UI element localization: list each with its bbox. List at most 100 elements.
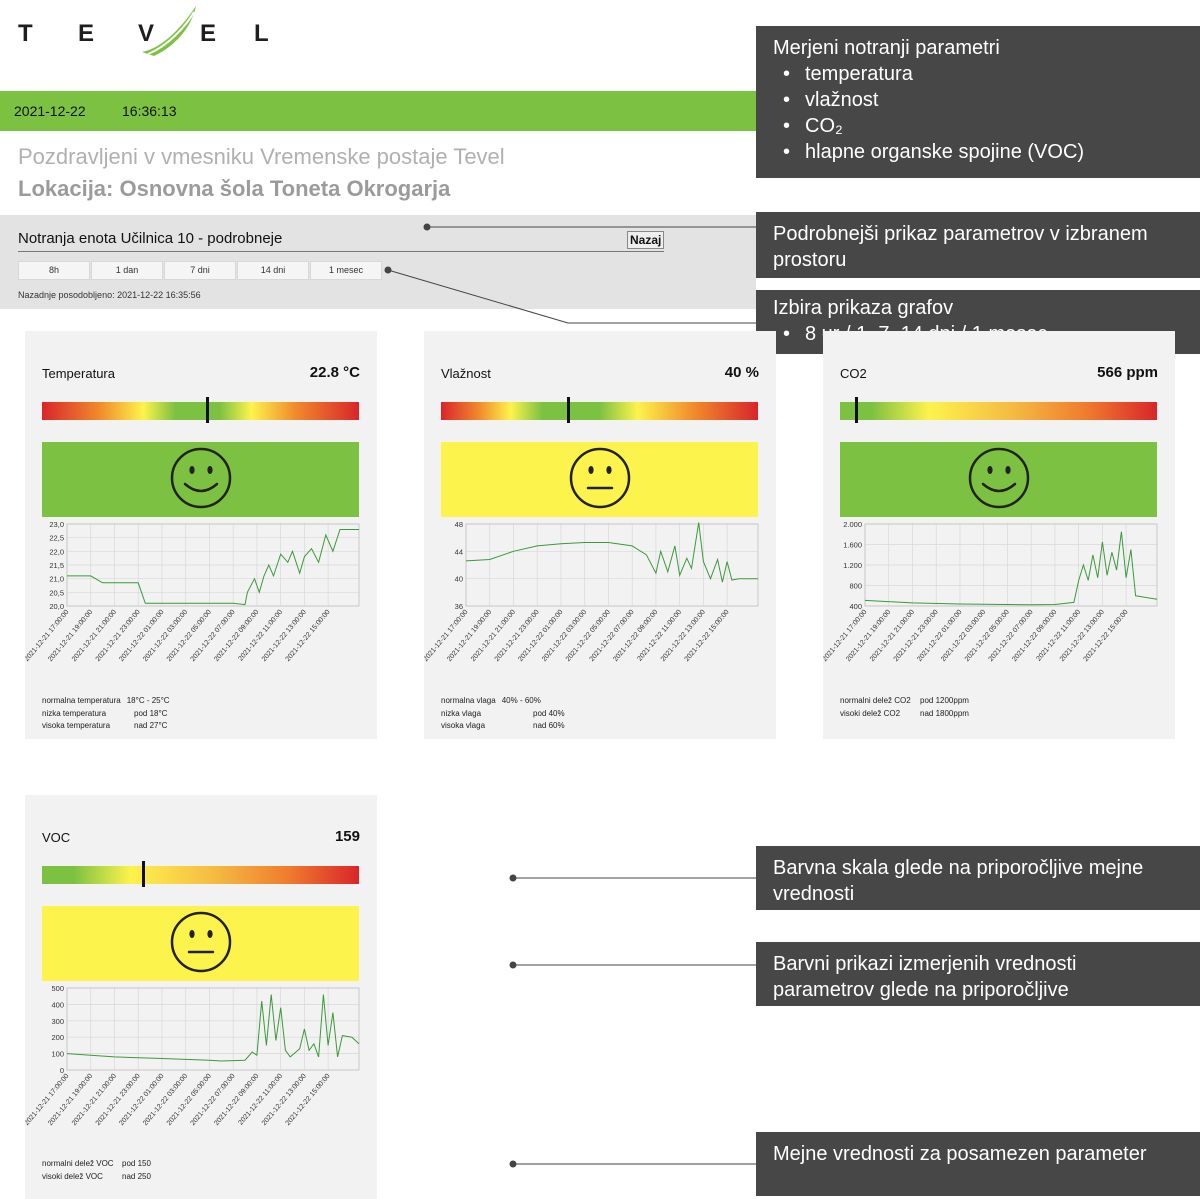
x-tick-label: 2021-12-22 03:00:00: [541, 609, 588, 663]
callout-color-scale: Barvna skala glede na priporočljive mejn…: [756, 846, 1200, 910]
color-scale: [42, 866, 359, 884]
callout-color-status: Barvni prikazi izmerjenih vrednosti para…: [756, 942, 1200, 1006]
x-tick-label: 2021-12-21 23:00:00: [893, 609, 940, 663]
limit-label: normalna temperatura: [42, 696, 121, 705]
x-tick-label: 2021-12-21 17:00:00: [25, 609, 71, 663]
range-button-14-days[interactable]: 14 dni: [237, 261, 309, 280]
y-tick-label: 300: [51, 1017, 64, 1026]
back-button[interactable]: Nazaj: [627, 231, 665, 249]
x-tick-label: 2021-12-21 23:00:00: [95, 609, 142, 663]
range-button-8h[interactable]: 8h: [18, 261, 90, 280]
x-tick-label: 2021-12-22 01:00:00: [118, 609, 165, 663]
card-value: 22.8 °C: [309, 364, 360, 381]
card-temperature: Temperatura 22.8 °C 23,0 22,5 22,0 21,5 21,0…: [25, 331, 377, 739]
x-tick-label: 2021-12-22 05:00:00: [964, 609, 1011, 663]
location-text: Lokacija: Osnovna šola Toneta Okrogarja: [18, 176, 451, 201]
limit-row: visoki delež CO2 nad 1800ppm: [840, 709, 969, 718]
smiley-icon: [968, 447, 1030, 509]
limit-value: pod 18°C: [134, 708, 168, 718]
limit-label: visoki delež CO2: [840, 708, 901, 718]
y-tick-label: 400: [51, 1000, 64, 1009]
x-tick-label: 2021-12-22 15:00:00: [285, 609, 332, 663]
x-tick-label: 2021-12-22 15:00:00: [684, 609, 731, 663]
y-tick-label: 36: [455, 602, 463, 611]
x-tick-label: 2021-12-22 11:00:00: [1035, 609, 1082, 663]
x-tick-label: 2021-12-22 11:00:00: [636, 609, 683, 663]
y-tick-label: 48: [455, 520, 463, 529]
limit-value: 40% - 60%: [501, 696, 541, 705]
x-tick-label: 2021-12-22 07:00:00: [190, 609, 237, 663]
x-tick-label: 2021-12-21 17:00:00: [25, 1073, 71, 1127]
card-label: Temperatura: [42, 366, 115, 381]
x-tick-label: 2021-12-22 11:00:00: [237, 609, 284, 663]
x-tick-label: 2021-12-21 19:00:00: [47, 609, 94, 663]
logo-letter: E: [200, 20, 217, 47]
series-line: [66, 994, 360, 1062]
series-line: [864, 531, 1158, 606]
current-date: 2021-12-22: [14, 103, 86, 119]
color-scale: [441, 402, 758, 420]
limit-row: nizka vlaga pod 40%: [441, 709, 565, 718]
y-tick-label: 1.600: [843, 541, 862, 550]
range-button-7-days[interactable]: 7 dni: [164, 261, 236, 280]
x-tick-label: 2021-12-22 01:00:00: [916, 609, 963, 663]
limit-row: normalni delež CO2 pod 1200ppm: [840, 696, 969, 705]
status-box: [840, 442, 1157, 517]
x-tick-label: 2021-12-21 19:00:00: [446, 609, 493, 663]
x-tick-label: 2021-12-22 13:00:00: [261, 609, 308, 663]
callout-limits: Mejne vrednosti za posamezen parameter: [756, 1132, 1200, 1196]
x-tick-label: 2021-12-22 07:00:00: [589, 609, 636, 663]
x-tick-label: 2021-12-21 21:00:00: [470, 609, 517, 663]
limit-value: nad 60%: [533, 721, 565, 730]
range-button-1-day[interactable]: 1 dan: [91, 261, 163, 280]
neutral-face-icon: [170, 911, 232, 973]
x-tick-label: 2021-12-22 09:00:00: [612, 609, 659, 663]
y-tick-label: 21,5: [49, 561, 64, 570]
range-button-1-month[interactable]: 1 mesec: [310, 261, 382, 280]
x-tick-label: 2021-12-21 21:00:00: [869, 609, 916, 663]
card-label: Vlažnost: [441, 366, 491, 381]
limit-row: normalna vlaga 40% - 60%: [441, 696, 541, 705]
y-tick-label: 200: [51, 1033, 64, 1042]
x-tick-label: 2021-12-21 23:00:00: [95, 1073, 142, 1127]
y-tick-label: 23,0: [49, 520, 64, 529]
callout-detail: Podrobnejši prikaz parametrov v izbranem…: [756, 212, 1200, 278]
x-tick-label: 2021-12-22 05:00:00: [166, 609, 213, 663]
y-tick-label: 22,5: [49, 534, 64, 543]
x-tick-label: 2021-12-22 15:00:00: [285, 1073, 332, 1127]
x-tick-label: 2021-12-22 03:00:00: [940, 609, 987, 663]
x-tick-label: 2021-12-21 23:00:00: [494, 609, 541, 663]
y-tick-label: 400: [849, 602, 862, 611]
y-tick-label: 21,0: [49, 575, 64, 584]
limit-row: visoka temperatura nad 27°C: [42, 721, 167, 730]
logo-letter: V: [138, 20, 155, 47]
x-tick-label: 2021-12-22 07:00:00: [988, 609, 1035, 663]
x-tick-label: 2021-12-22 13:00:00: [660, 609, 707, 663]
callout-parameters-item: vlažnost: [773, 87, 1183, 113]
card-humidity: Vlažnost 40 % 48 44 40 36 2021-12-21 17:00:0…: [424, 331, 776, 739]
status-box: [42, 906, 359, 981]
limit-label: visoka temperatura: [42, 721, 111, 730]
card-co2: CO2 566 ppm 2.000 1.600 1.200 800 400 2021-12…: [823, 331, 1175, 739]
x-tick-label: 2021-12-22 07:00:00: [190, 1073, 237, 1127]
x-tick-label: 2021-12-22 11:00:00: [237, 1073, 284, 1127]
x-tick-label: 2021-12-22 09:00:00: [1011, 609, 1058, 663]
x-tick-label: 2021-12-22 05:00:00: [565, 609, 612, 663]
x-tick-label: 2021-12-22 15:00:00: [1083, 609, 1130, 663]
x-tick-label: 2021-12-21 17:00:00: [424, 609, 470, 663]
current-time: 16:36:13: [122, 103, 177, 119]
y-tick-label: 20,5: [49, 588, 64, 597]
card-value: 159: [334, 828, 360, 845]
scale-marker: [854, 397, 858, 423]
limit-value: pod 150: [122, 1159, 151, 1168]
limit-value: pod 1200ppm: [920, 696, 969, 705]
limit-value: nad 27°C: [134, 721, 168, 730]
x-tick-label: 2021-12-22 03:00:00: [142, 1073, 189, 1127]
y-tick-label: 22,0: [49, 547, 64, 556]
y-tick-label: 100: [51, 1050, 64, 1059]
x-tick-label: 2021-12-21 21:00:00: [71, 1073, 118, 1127]
limit-label: nizka temperatura: [42, 708, 107, 718]
series-line: [67, 529, 359, 606]
callout-parameters-title: Merjeni notranji parametri: [773, 37, 1000, 59]
